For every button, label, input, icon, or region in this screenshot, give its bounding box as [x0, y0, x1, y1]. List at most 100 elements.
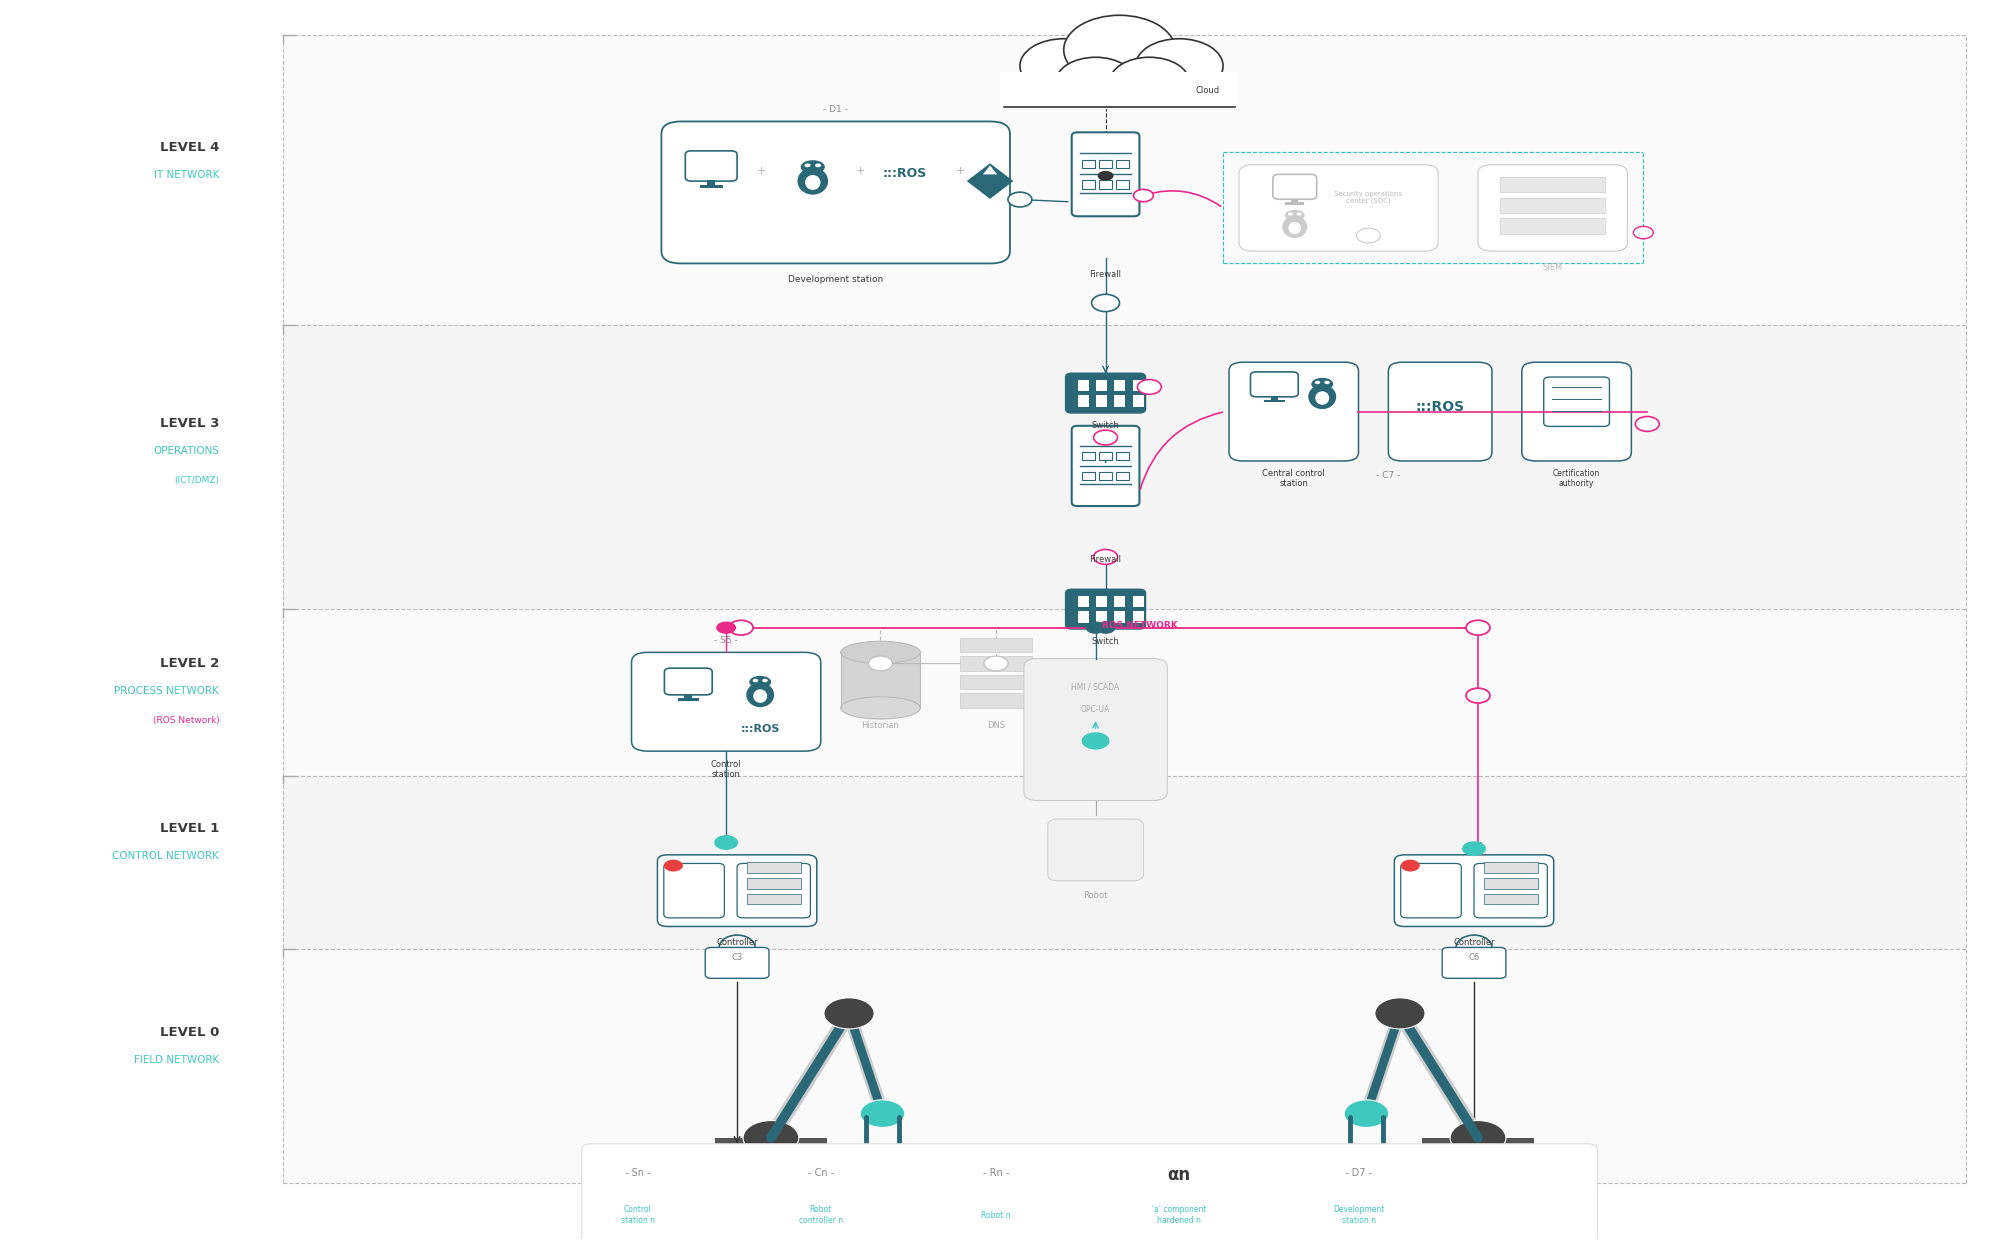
Bar: [284, 776, 1966, 948]
Circle shape: [804, 163, 810, 168]
FancyBboxPatch shape: [1082, 471, 1096, 480]
FancyBboxPatch shape: [1082, 180, 1096, 189]
Text: PROCESS NETWORK: PROCESS NETWORK: [114, 686, 220, 696]
Bar: [1114, 380, 1126, 392]
Circle shape: [1086, 622, 1106, 634]
Bar: [1078, 380, 1088, 392]
Text: (ROS Network): (ROS Network): [152, 716, 220, 725]
Bar: [1132, 380, 1144, 392]
Text: Robot n: Robot n: [982, 1211, 1010, 1219]
Text: Development station: Development station: [788, 275, 884, 283]
Circle shape: [664, 860, 682, 871]
Text: 'a' component
hardened n: 'a' component hardened n: [1152, 1206, 1206, 1224]
Circle shape: [1008, 193, 1032, 208]
FancyBboxPatch shape: [1400, 864, 1462, 917]
Bar: [284, 326, 1966, 609]
Bar: [1264, 400, 1284, 403]
FancyBboxPatch shape: [664, 669, 712, 695]
Circle shape: [1056, 57, 1136, 107]
Bar: [746, 894, 800, 904]
Text: LEVEL 4: LEVEL 4: [160, 140, 220, 154]
Bar: [1132, 395, 1144, 406]
Text: :::ROS: :::ROS: [882, 168, 926, 180]
FancyBboxPatch shape: [1544, 377, 1610, 426]
FancyBboxPatch shape: [1098, 471, 1112, 480]
FancyBboxPatch shape: [1116, 180, 1130, 189]
Ellipse shape: [840, 697, 920, 718]
Text: - S5 -: - S5 -: [714, 635, 738, 645]
Bar: [1500, 198, 1604, 213]
Bar: [1078, 395, 1088, 406]
Circle shape: [1134, 189, 1154, 201]
Circle shape: [1374, 998, 1426, 1029]
Ellipse shape: [798, 168, 828, 195]
Ellipse shape: [1288, 222, 1302, 234]
Circle shape: [1082, 732, 1110, 750]
Ellipse shape: [754, 690, 768, 702]
Circle shape: [1138, 379, 1162, 394]
FancyBboxPatch shape: [686, 150, 738, 181]
FancyBboxPatch shape: [1522, 362, 1632, 461]
FancyBboxPatch shape: [1240, 164, 1438, 251]
Text: Robot
controller n: Robot controller n: [798, 1206, 842, 1224]
Text: Switch: Switch: [1092, 420, 1120, 430]
Text: Control
station n: Control station n: [620, 1206, 654, 1224]
FancyBboxPatch shape: [1072, 132, 1140, 216]
Text: - Rn -: - Rn -: [982, 1168, 1010, 1178]
Circle shape: [1110, 57, 1190, 107]
Circle shape: [714, 835, 738, 850]
Text: Robot: Robot: [1084, 891, 1108, 900]
FancyBboxPatch shape: [582, 1144, 1598, 1243]
Bar: [1096, 395, 1108, 406]
Circle shape: [1356, 229, 1380, 242]
Circle shape: [1466, 689, 1490, 704]
FancyBboxPatch shape: [1048, 819, 1144, 881]
Circle shape: [1462, 842, 1486, 856]
Circle shape: [1138, 379, 1162, 394]
Text: SIEM: SIEM: [1542, 262, 1562, 272]
Ellipse shape: [1316, 392, 1330, 405]
Text: +: +: [956, 167, 964, 177]
Ellipse shape: [800, 160, 824, 174]
Text: Central control
station: Central control station: [1262, 469, 1326, 488]
Circle shape: [1634, 226, 1654, 239]
Text: :::ROS: :::ROS: [740, 725, 780, 735]
Text: Development
station n: Development station n: [1332, 1206, 1384, 1224]
Circle shape: [762, 679, 768, 682]
Circle shape: [730, 620, 754, 635]
Text: ROS NETWORK: ROS NETWORK: [1102, 620, 1178, 630]
Text: +: +: [756, 167, 766, 177]
Bar: [708, 180, 716, 186]
FancyBboxPatch shape: [664, 864, 724, 917]
FancyBboxPatch shape: [1066, 373, 1146, 413]
Ellipse shape: [806, 175, 820, 190]
Text: DNS: DNS: [986, 721, 1006, 730]
Ellipse shape: [1284, 210, 1304, 221]
Text: OPC-UA: OPC-UA: [1080, 705, 1110, 715]
Text: - D7 -: - D7 -: [1344, 1168, 1372, 1178]
Circle shape: [1466, 689, 1490, 704]
Bar: [700, 185, 722, 188]
Bar: [1078, 597, 1088, 607]
FancyBboxPatch shape: [1442, 947, 1506, 978]
Circle shape: [1098, 170, 1114, 180]
FancyBboxPatch shape: [706, 947, 768, 978]
Bar: [1484, 861, 1538, 873]
FancyBboxPatch shape: [738, 864, 810, 917]
Text: LEVEL 1: LEVEL 1: [160, 823, 220, 835]
FancyBboxPatch shape: [1082, 452, 1096, 460]
Bar: [1096, 612, 1108, 623]
Circle shape: [716, 622, 736, 634]
Bar: [1096, 380, 1108, 392]
FancyBboxPatch shape: [1116, 452, 1130, 460]
Text: - R3 -: - R3 -: [758, 1173, 784, 1183]
Text: - Cn -: - Cn -: [808, 1168, 834, 1178]
Circle shape: [1450, 1120, 1506, 1155]
Circle shape: [752, 679, 758, 682]
FancyBboxPatch shape: [1388, 362, 1492, 461]
Text: Control
station: Control station: [710, 759, 742, 779]
Bar: [1484, 894, 1538, 904]
Text: Firewall: Firewall: [1090, 270, 1122, 278]
Circle shape: [744, 1120, 798, 1155]
Circle shape: [860, 1100, 904, 1127]
